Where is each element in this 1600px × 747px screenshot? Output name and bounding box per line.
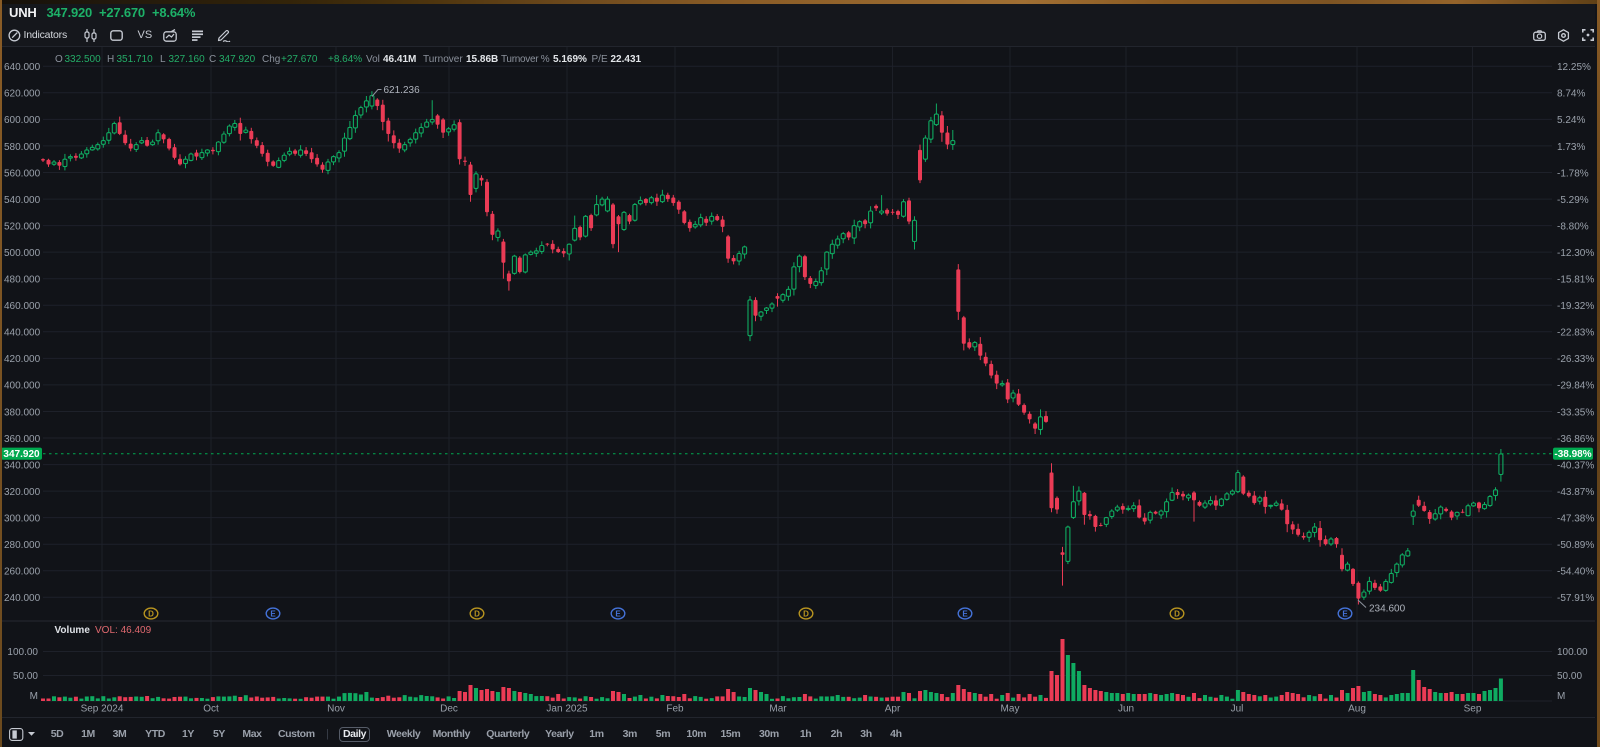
svg-text:-22.83%: -22.83% (1557, 328, 1594, 339)
svg-text:280.000: 280.000 (4, 540, 41, 551)
svg-text:Nov: Nov (327, 704, 345, 715)
svg-text:-36.86%: -36.86% (1557, 434, 1594, 445)
svg-text:E: E (615, 610, 621, 619)
svg-text:-50.89%: -50.89% (1557, 540, 1594, 551)
svg-text:E: E (1342, 610, 1348, 619)
svg-text:380.000: 380.000 (4, 407, 41, 418)
svg-text:620.000: 620.000 (4, 89, 41, 100)
svg-text:Feb: Feb (666, 704, 684, 715)
svg-text:Jan 2025: Jan 2025 (546, 704, 588, 715)
svg-text:-12.30%: -12.30% (1557, 248, 1594, 259)
svg-text:-15.81%: -15.81% (1557, 275, 1594, 286)
svg-text:5.169%: 5.169% (553, 54, 587, 65)
svg-text:332.500: 332.500 (65, 54, 102, 65)
svg-text:Dec: Dec (440, 704, 458, 715)
svg-text:-26.33%: -26.33% (1557, 354, 1594, 365)
svg-text:E: E (270, 610, 276, 619)
svg-text:12.25%: 12.25% (1557, 62, 1591, 73)
svg-text:Turnover: Turnover (423, 54, 463, 65)
svg-text:Vol: Vol (366, 54, 380, 65)
svg-text:-8.80%: -8.80% (1557, 221, 1589, 232)
svg-text:C: C (209, 54, 216, 65)
svg-text:E: E (962, 610, 968, 619)
svg-text:-54.40%: -54.40% (1557, 567, 1594, 578)
svg-text:15.86B: 15.86B (466, 54, 498, 65)
svg-text:8.74%: 8.74% (1557, 89, 1585, 100)
svg-text:-33.35%: -33.35% (1557, 407, 1594, 418)
svg-text:M: M (30, 691, 38, 702)
svg-text:520.000: 520.000 (4, 221, 41, 232)
svg-text:1.73%: 1.73% (1557, 142, 1585, 153)
svg-text:500.000: 500.000 (4, 248, 41, 259)
svg-text:327.160: 327.160 (169, 54, 206, 65)
svg-text:+8.64%: +8.64% (328, 54, 362, 65)
svg-text:560.000: 560.000 (4, 168, 41, 179)
svg-text:-47.38%: -47.38% (1557, 513, 1594, 524)
svg-text:Sep 2024: Sep 2024 (81, 704, 124, 715)
svg-text:480.000: 480.000 (4, 275, 41, 286)
svg-text:-19.32%: -19.32% (1557, 301, 1594, 312)
svg-text:640.000: 640.000 (4, 62, 41, 73)
svg-text:Sep: Sep (1464, 704, 1482, 715)
svg-text:P/E: P/E (592, 54, 608, 65)
svg-text:-43.87%: -43.87% (1557, 487, 1594, 498)
svg-text:360.000: 360.000 (4, 434, 41, 445)
svg-text:Jul: Jul (1231, 704, 1244, 715)
svg-text:351.710: 351.710 (117, 54, 154, 65)
svg-text:600.000: 600.000 (4, 115, 41, 126)
svg-text:234.600: 234.600 (1369, 604, 1406, 615)
svg-text:D: D (803, 610, 809, 619)
svg-text:Chg: Chg (262, 54, 280, 65)
svg-text:347.920: 347.920 (3, 449, 40, 460)
svg-text:Aug: Aug (1348, 704, 1366, 715)
svg-text:H: H (107, 54, 114, 65)
svg-text:5.24%: 5.24% (1557, 115, 1585, 126)
svg-text:+27.670: +27.670 (281, 54, 318, 65)
svg-text:Oct: Oct (203, 704, 219, 715)
svg-text:VOL: 46.409: VOL: 46.409 (95, 625, 152, 636)
svg-text:-5.29%: -5.29% (1557, 195, 1589, 206)
svg-text:540.000: 540.000 (4, 195, 41, 206)
svg-text:240.000: 240.000 (4, 593, 41, 604)
svg-text:Volume: Volume (55, 625, 91, 636)
svg-text:Jun: Jun (1118, 704, 1134, 715)
svg-text:340.000: 340.000 (4, 460, 41, 471)
svg-text:100.00: 100.00 (1557, 647, 1588, 658)
svg-text:440.000: 440.000 (4, 328, 41, 339)
svg-text:100.00: 100.00 (7, 647, 38, 658)
svg-text:Mar: Mar (769, 704, 787, 715)
svg-text:Apr: Apr (885, 704, 901, 715)
svg-text:M: M (1557, 691, 1565, 702)
svg-text:D: D (148, 610, 154, 619)
svg-text:22.431: 22.431 (611, 54, 642, 65)
svg-text:300.000: 300.000 (4, 513, 41, 524)
svg-text:-57.91%: -57.91% (1557, 593, 1594, 604)
svg-text:-29.84%: -29.84% (1557, 381, 1594, 392)
svg-text:-1.78%: -1.78% (1557, 168, 1589, 179)
svg-text:-38.98%: -38.98% (1554, 449, 1591, 460)
svg-text:580.000: 580.000 (4, 142, 41, 153)
svg-text:347.920: 347.920 (219, 54, 256, 65)
svg-text:260.000: 260.000 (4, 567, 41, 578)
svg-text:L: L (160, 54, 166, 65)
svg-text:May: May (1001, 704, 1020, 715)
svg-text:D: D (474, 610, 480, 619)
svg-text:50.00: 50.00 (1557, 671, 1582, 682)
svg-text:D: D (1174, 610, 1180, 619)
svg-text:460.000: 460.000 (4, 301, 41, 312)
svg-text:400.000: 400.000 (4, 381, 41, 392)
svg-text:420.000: 420.000 (4, 354, 41, 365)
svg-text:621.236: 621.236 (384, 85, 421, 96)
svg-text:320.000: 320.000 (4, 487, 41, 498)
svg-text:Turnover %: Turnover % (501, 54, 550, 65)
svg-text:50.00: 50.00 (13, 671, 38, 682)
svg-text:-40.37%: -40.37% (1557, 460, 1594, 471)
svg-text:O: O (55, 54, 63, 65)
svg-text:46.41M: 46.41M (383, 54, 416, 65)
